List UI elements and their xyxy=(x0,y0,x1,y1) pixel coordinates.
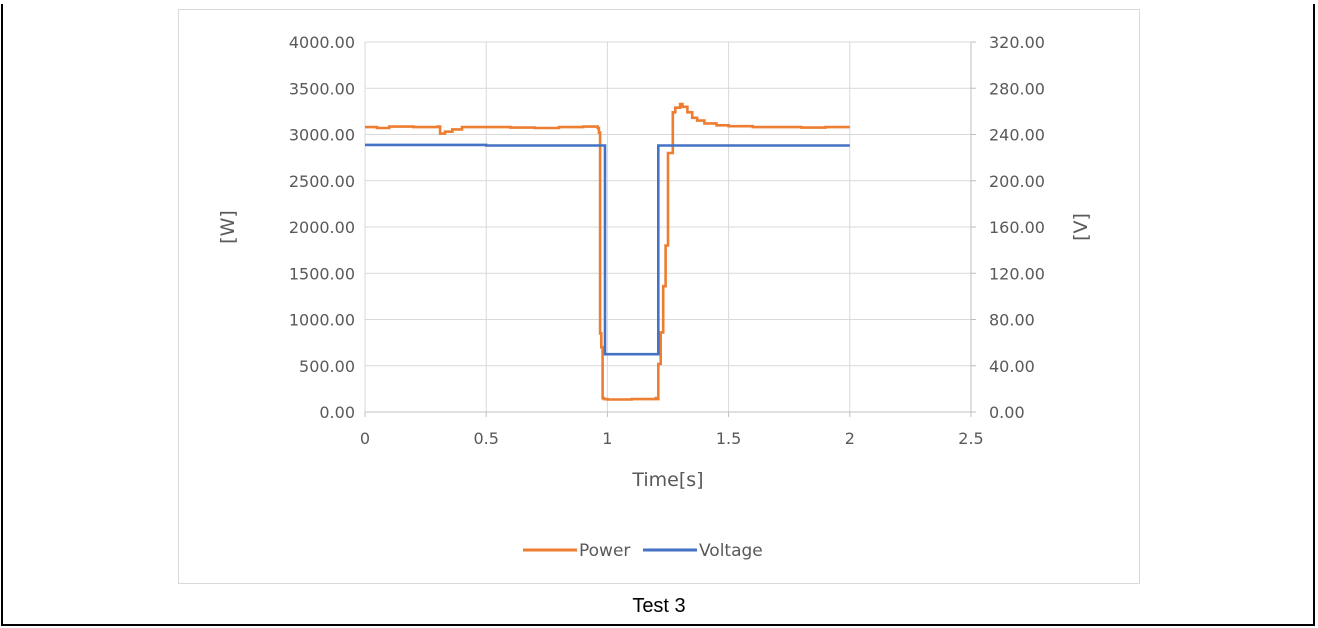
y-tick-label-right: 160.00 xyxy=(989,218,1045,237)
y-tick-label-left: 3500.00 xyxy=(289,79,355,98)
y-tick-label-left: 0.00 xyxy=(319,403,355,422)
x-ticks: 0 0.5 1 1.5 2 2.5 xyxy=(360,429,984,448)
legend-label-power: Power xyxy=(579,541,630,561)
chart-area: 0.00 500.00 1000.00 1500.00 2000.00 2500.00 30… xyxy=(178,9,1140,584)
y-tick-label-right: 40.00 xyxy=(989,357,1035,376)
axes xyxy=(364,41,976,417)
y-tick-label-left: 1500.00 xyxy=(289,264,355,283)
y-tick-label-right: 320.00 xyxy=(989,33,1045,52)
x-tick-label: 0.5 xyxy=(473,429,498,448)
y-tick-label-right: 120.00 xyxy=(989,264,1045,283)
x-axis-title: Time[s] xyxy=(631,469,703,491)
legend: Power Voltage xyxy=(523,541,763,561)
series-line-voltage xyxy=(365,143,850,356)
y-tick-label-right: 280.00 xyxy=(989,79,1045,98)
y-tick-label-left: 4000.00 xyxy=(289,33,355,52)
y-tick-label-left: 1000.00 xyxy=(289,311,355,330)
x-tick-label: 1.5 xyxy=(716,429,741,448)
figure-border xyxy=(1,4,1315,626)
y-tick-label-right: 200.00 xyxy=(989,172,1045,191)
chart-svg: 0.00 500.00 1000.00 1500.00 2000.00 2500.00 30… xyxy=(217,33,1092,561)
y-tick-label-right: 0.00 xyxy=(989,403,1025,422)
legend-label-voltage: Voltage xyxy=(699,541,763,561)
y-tick-label-left: 2500.00 xyxy=(289,172,355,191)
y-tick-label-right: 80.00 xyxy=(989,311,1035,330)
series-lines xyxy=(365,102,850,401)
y-axis-title-right: [V] xyxy=(1070,213,1092,241)
x-tick-label: 0 xyxy=(360,429,370,448)
y-tick-label-left: 3000.00 xyxy=(289,126,355,145)
y-ticks-left: 0.00 500.00 1000.00 1500.00 2000.00 2500.00 30… xyxy=(289,33,355,422)
x-tick-label: 1 xyxy=(602,429,612,448)
y-axis-title-left: [W] xyxy=(217,210,239,244)
series-line-power xyxy=(365,102,850,401)
x-tick-label: 2.5 xyxy=(958,429,983,448)
y-ticks-right: 0.00 40.00 80.00 120.00 160.00 200.00 240.00 28… xyxy=(989,33,1045,422)
y-tick-label-left: 2000.00 xyxy=(289,218,355,237)
figure-caption: Test 3 xyxy=(632,595,686,617)
y-tick-label-right: 240.00 xyxy=(989,126,1045,145)
x-tick-label: 2 xyxy=(845,429,855,448)
y-tick-label-left: 500.00 xyxy=(299,357,355,376)
